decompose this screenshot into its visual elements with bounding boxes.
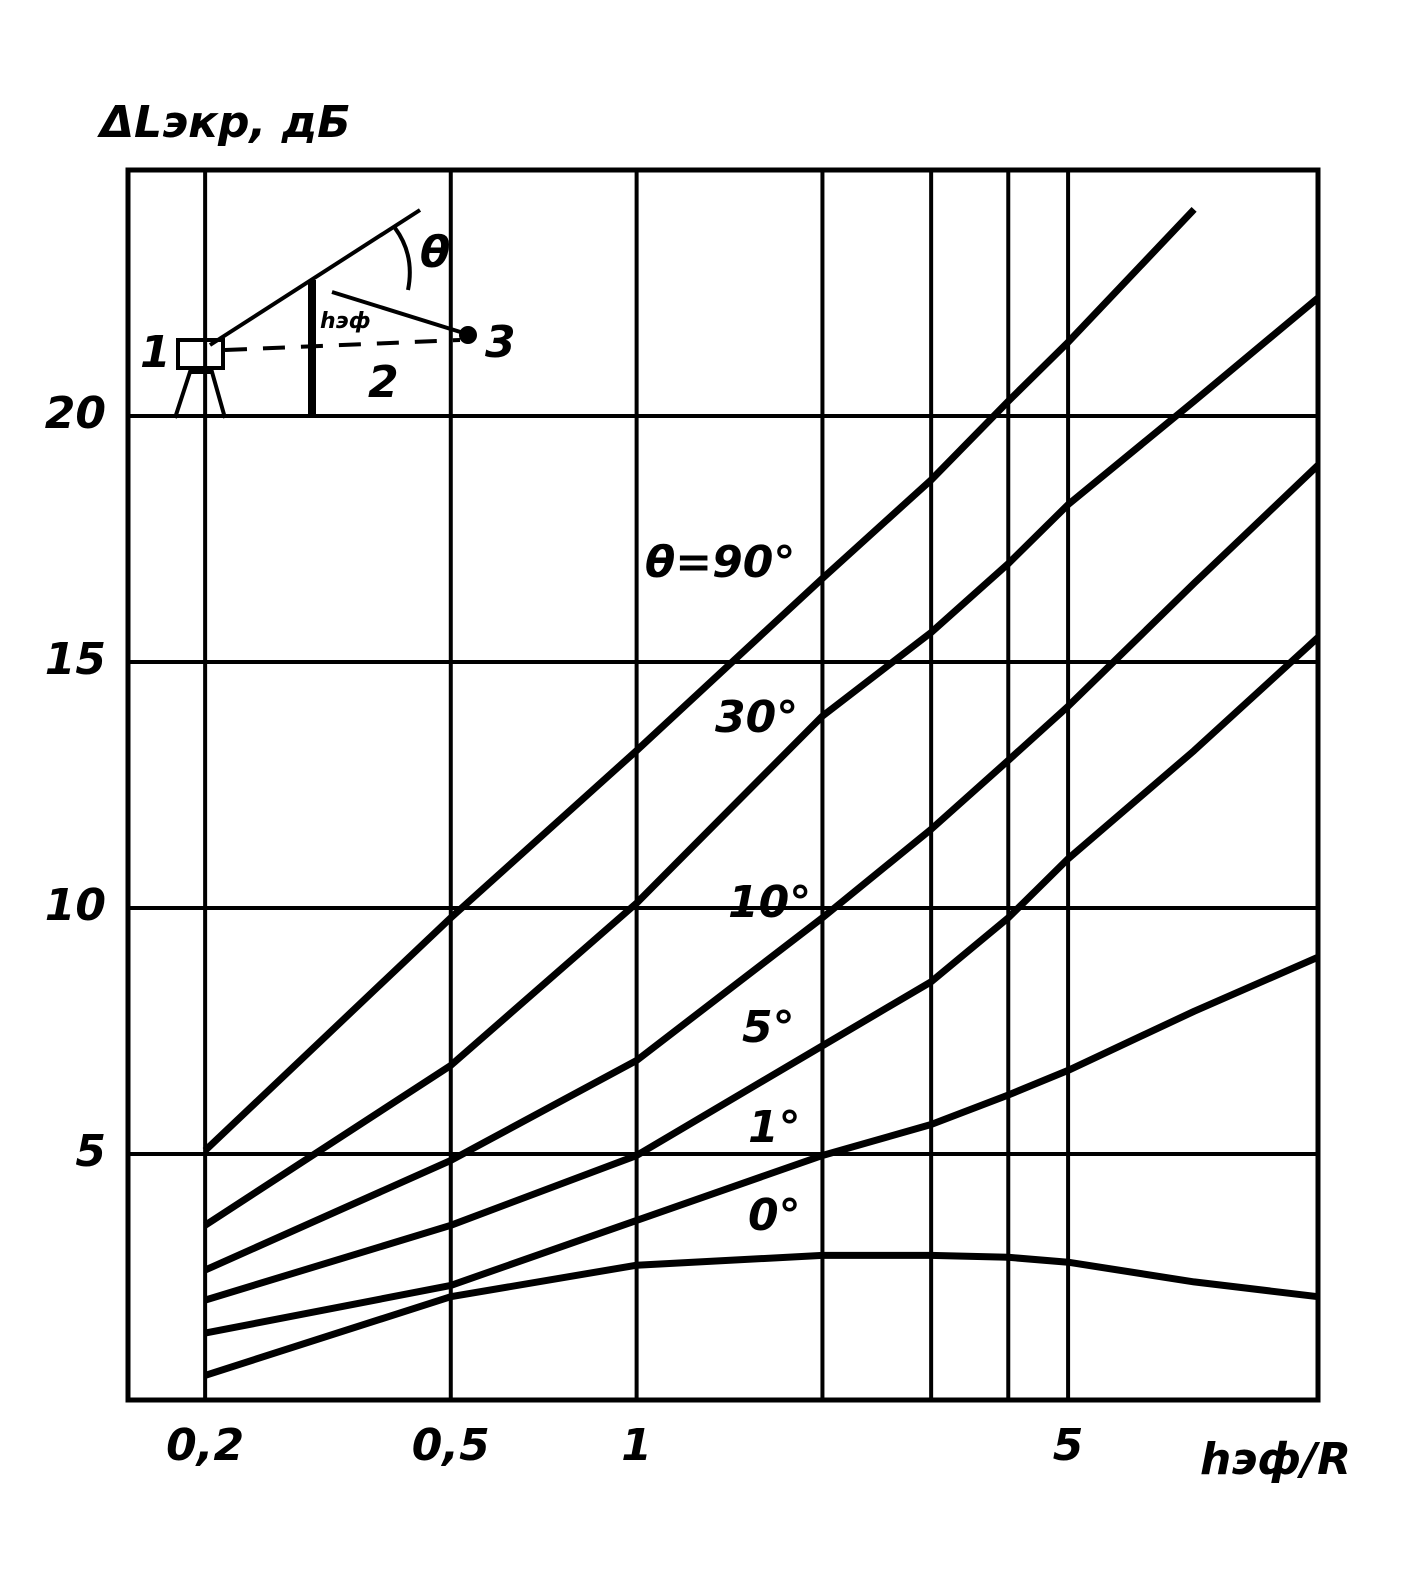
- inset-label: 3: [485, 317, 516, 368]
- inset-line: [224, 338, 461, 352]
- inset-source: [176, 338, 225, 370]
- curve: [204, 634, 1321, 1304]
- x-tick-label: 5: [1053, 1420, 1084, 1471]
- curve-label: 1°: [748, 1102, 801, 1153]
- inset-label: θ: [420, 227, 450, 278]
- plot-frame: [125, 167, 1321, 1403]
- y-tick-label: 5: [75, 1126, 106, 1177]
- inset-label: 2: [368, 357, 399, 408]
- x-axis-label: hэф/R: [1200, 1434, 1351, 1485]
- inset-line: [331, 290, 471, 337]
- curve-label: 10°: [728, 877, 811, 928]
- x-tick-label: 1: [621, 1420, 652, 1471]
- curve-label: 0°: [748, 1190, 801, 1241]
- curve-label: θ=90°: [645, 537, 795, 588]
- x-tick-label: 0,2: [166, 1420, 244, 1471]
- inset-receiver: [459, 326, 477, 344]
- curve-label: 30°: [715, 692, 798, 743]
- curve: [204, 1251, 1319, 1379]
- curve: [203, 295, 1321, 1229]
- y-tick-label: 10: [45, 880, 106, 931]
- curve: [203, 462, 1321, 1274]
- curve: [202, 206, 1197, 1154]
- curve: [204, 953, 1320, 1337]
- curve-label: 5°: [742, 1002, 795, 1053]
- y-tick-label: 15: [45, 634, 106, 685]
- y-axis-label: ΔLэкр, дБ: [97, 97, 351, 148]
- inset-line: [208, 208, 422, 347]
- inset-angle: [393, 226, 412, 291]
- y-tick-label: 20: [45, 388, 106, 439]
- inset-label: hэф: [320, 309, 371, 334]
- inset-label: 1: [140, 327, 171, 378]
- x-tick-label: 0,5: [412, 1420, 490, 1471]
- inset-diagram: [173, 208, 477, 419]
- inset-stand: [173, 370, 227, 419]
